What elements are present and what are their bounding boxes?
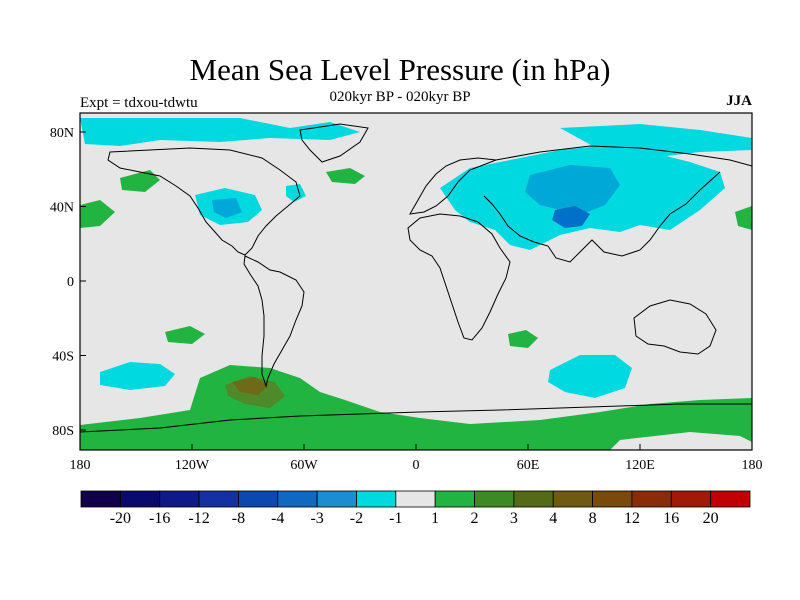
colorbar-label: -1	[389, 510, 402, 527]
anomaly-region-antarctic-gap	[610, 432, 752, 450]
map-title: Mean Sea Level Pressure (in hPa)	[189, 52, 611, 87]
x-tick-label: 120W	[175, 458, 210, 473]
coastlines	[80, 123, 752, 433]
y-axis-ticks: 80N 40N 0 40S 80S	[50, 126, 86, 439]
coastline-greenland	[299, 123, 369, 163]
y-tick-label: 40S	[52, 350, 74, 365]
colorbar-label: 4	[549, 510, 557, 527]
x-tick-label: 180	[70, 458, 91, 473]
colorbar-swatch	[238, 490, 279, 508]
colorbar-swatch	[592, 490, 633, 508]
colorbar-swatch	[434, 490, 475, 508]
colorbar-label: -4	[271, 510, 284, 527]
colorbar-swatch	[159, 490, 200, 508]
colorbar: -20 -16 -12 -8 -4 -3 -2 -1 1 2 3 4 8 12 16 20	[80, 490, 751, 527]
y-tick-label: 80S	[52, 424, 74, 439]
anomaly-region-asia-mid	[525, 165, 620, 215]
coastline-antarctica	[80, 403, 752, 433]
colorbar-label: 12	[624, 510, 640, 527]
colorbar-label: -20	[110, 510, 131, 527]
colorbar-swatch	[316, 490, 357, 508]
colorbar-label: 3	[510, 510, 518, 527]
season-label: JJA	[726, 93, 752, 109]
colorbar-label: -8	[232, 510, 245, 527]
colorbar-label: 1	[431, 510, 439, 527]
colorbar-swatch	[277, 490, 318, 508]
anomaly-region-arctic-negative	[80, 118, 360, 146]
x-tick-label: 120E	[625, 458, 655, 473]
colorbar-label: -16	[149, 510, 170, 527]
colorbar-label: -12	[188, 510, 209, 527]
colorbar-label: 20	[703, 510, 719, 527]
colorbar-swatch	[552, 490, 593, 508]
y-tick-label: 0	[67, 275, 74, 290]
colorbar-swatch	[395, 490, 436, 508]
colorbar-swatch	[80, 490, 121, 508]
colorbar-label: 8	[589, 510, 597, 527]
anomaly-region-north-america-mid	[212, 198, 242, 218]
colorbar-swatch	[474, 490, 515, 508]
colorbar-label: 2	[471, 510, 479, 527]
colorbar-label: 16	[663, 510, 679, 527]
anomaly-region-tibet-deep	[552, 206, 590, 228]
anomaly-region-west-pacific-positive	[735, 206, 752, 230]
colorbar-swatch	[631, 490, 672, 508]
anomaly-region-north-atlantic-positive	[326, 168, 365, 184]
colorbar-swatch	[710, 490, 751, 508]
anomaly-region-south-indian-negative	[548, 355, 632, 398]
coastline-north-america	[107, 147, 301, 256]
coastline-africa	[407, 213, 511, 341]
x-tick-label: 180	[742, 458, 763, 473]
y-tick-label: 40N	[50, 201, 74, 216]
colorbar-label: -2	[350, 510, 363, 527]
colorbar-swatch	[198, 490, 239, 508]
anomaly-region-south-atlantic-positive	[508, 330, 538, 348]
coastline-europe	[409, 157, 497, 215]
experiment-label: Expt = tdxou-tdwtu	[80, 95, 198, 111]
anomaly-region-southern-ocean-brown	[232, 377, 268, 395]
pressure-anomaly-fields	[80, 118, 752, 450]
anomaly-region-nw-atlantic-negative	[286, 184, 306, 202]
anomaly-region-south-pacific-negative	[100, 362, 175, 390]
colorbar-swatch	[356, 490, 397, 508]
anomaly-region-south-pacific-positive	[165, 326, 205, 344]
x-tick-label: 60E	[517, 458, 540, 473]
x-axis-ticks: 180 120W 60W 0 60E 120E 180	[70, 444, 763, 473]
anomaly-region-north-pacific-positive	[120, 170, 160, 192]
coastline-south-america	[243, 255, 305, 388]
coastline-australia	[633, 299, 717, 355]
map-subtitle: 020kyr BP - 020kyr BP	[329, 89, 471, 105]
x-tick-label: 60W	[290, 458, 318, 473]
coastline-asia	[483, 145, 752, 263]
colorbar-label: -3	[310, 510, 323, 527]
colorbar-swatch	[513, 490, 554, 508]
colorbar-swatch	[670, 490, 712, 508]
anomaly-region-east-pacific-positive	[80, 200, 115, 228]
y-tick-label: 80N	[50, 126, 74, 141]
x-tick-label: 0	[413, 458, 420, 473]
colorbar-swatch	[119, 490, 161, 508]
